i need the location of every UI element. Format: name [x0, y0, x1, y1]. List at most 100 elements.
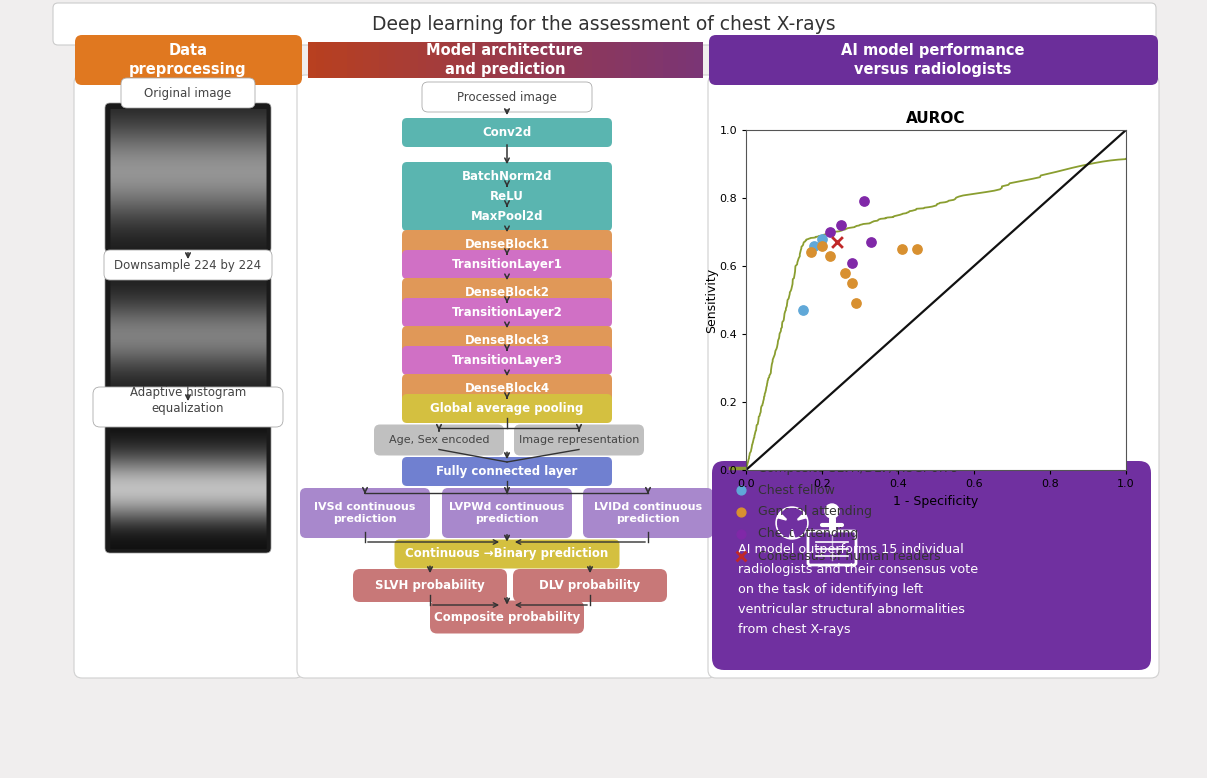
Polygon shape: [798, 526, 805, 531]
Bar: [591, 42, 601, 78]
Bar: [395, 42, 403, 78]
Text: General attending: General attending: [758, 506, 871, 518]
Bar: [457, 42, 467, 78]
FancyBboxPatch shape: [402, 202, 612, 231]
Point: [731, 484, 751, 496]
FancyBboxPatch shape: [513, 569, 667, 602]
Point: [820, 250, 839, 262]
Point: [801, 246, 821, 258]
Bar: [678, 42, 687, 78]
FancyBboxPatch shape: [402, 457, 612, 486]
Bar: [363, 42, 372, 78]
FancyBboxPatch shape: [709, 75, 1159, 678]
Text: AI model outperforms 15 individual: AI model outperforms 15 individual: [737, 543, 963, 556]
FancyBboxPatch shape: [402, 346, 612, 375]
Polygon shape: [798, 522, 806, 524]
Bar: [435, 42, 443, 78]
FancyBboxPatch shape: [514, 425, 645, 455]
Text: Conv2d: Conv2d: [483, 126, 531, 139]
Circle shape: [826, 504, 839, 518]
Text: TransitionLayer2: TransitionLayer2: [451, 306, 562, 319]
Bar: [466, 42, 474, 78]
Polygon shape: [777, 519, 786, 523]
Polygon shape: [797, 527, 804, 533]
Text: Chest attending: Chest attending: [758, 527, 858, 541]
Text: Model architecture
and prediction: Model architecture and prediction: [426, 43, 583, 77]
Bar: [450, 42, 459, 78]
Bar: [473, 42, 483, 78]
FancyBboxPatch shape: [105, 103, 272, 253]
Polygon shape: [794, 528, 800, 536]
Bar: [355, 42, 365, 78]
Text: Data
preprocessing: Data preprocessing: [129, 43, 246, 77]
FancyBboxPatch shape: [422, 82, 591, 112]
Text: Deep learning for the assessment of chest X-rays: Deep learning for the assessment of ches…: [372, 15, 835, 33]
Point: [812, 240, 832, 252]
FancyBboxPatch shape: [402, 374, 612, 403]
Bar: [379, 42, 387, 78]
Bar: [371, 42, 380, 78]
Bar: [308, 42, 317, 78]
Point: [731, 527, 751, 540]
Bar: [419, 42, 427, 78]
Point: [731, 506, 751, 518]
FancyBboxPatch shape: [395, 539, 619, 569]
FancyBboxPatch shape: [430, 601, 584, 633]
Point: [805, 240, 824, 252]
Bar: [631, 42, 640, 78]
Polygon shape: [791, 509, 793, 517]
Text: DenseBlock1: DenseBlock1: [465, 238, 549, 251]
Polygon shape: [788, 509, 792, 517]
Point: [842, 277, 862, 289]
Point: [855, 195, 874, 208]
FancyBboxPatch shape: [402, 298, 612, 327]
Bar: [647, 42, 655, 78]
Point: [846, 297, 865, 310]
FancyBboxPatch shape: [402, 230, 612, 259]
Polygon shape: [795, 511, 803, 518]
Bar: [568, 42, 577, 78]
FancyBboxPatch shape: [105, 423, 272, 553]
Bar: [576, 42, 585, 78]
Text: Composite SLVH/DLV, AUC: 0.79: Composite SLVH/DLV, AUC: 0.79: [758, 461, 958, 475]
Text: DenseBlock4: DenseBlock4: [465, 382, 549, 395]
FancyBboxPatch shape: [104, 250, 272, 280]
Polygon shape: [777, 522, 786, 524]
Polygon shape: [798, 519, 806, 523]
Text: IVSd continuous
prediction: IVSd continuous prediction: [314, 502, 415, 524]
FancyBboxPatch shape: [374, 425, 505, 455]
Point: [908, 243, 927, 255]
Bar: [403, 42, 412, 78]
Polygon shape: [786, 529, 791, 537]
Text: radiologists and their consensus vote: radiologists and their consensus vote: [737, 563, 978, 576]
FancyBboxPatch shape: [709, 35, 1158, 85]
Text: ventricular structural abnormalities: ventricular structural abnormalities: [737, 603, 966, 616]
X-axis label: 1 - Specificity: 1 - Specificity: [893, 495, 979, 507]
Bar: [623, 42, 632, 78]
FancyBboxPatch shape: [301, 488, 430, 538]
Text: Global average pooling: Global average pooling: [431, 402, 584, 415]
Bar: [600, 42, 608, 78]
Bar: [482, 42, 490, 78]
Polygon shape: [794, 509, 798, 517]
Text: ReLU: ReLU: [490, 190, 524, 203]
Bar: [560, 42, 568, 78]
Bar: [513, 42, 521, 78]
FancyBboxPatch shape: [402, 326, 612, 355]
FancyBboxPatch shape: [583, 488, 713, 538]
Text: Consensus of human readers: Consensus of human readers: [758, 549, 940, 562]
Polygon shape: [779, 524, 786, 529]
Bar: [529, 42, 537, 78]
Text: Adaptive histogram
equalization: Adaptive histogram equalization: [130, 386, 246, 415]
Polygon shape: [798, 524, 806, 527]
Polygon shape: [782, 527, 788, 534]
Bar: [410, 42, 419, 78]
FancyBboxPatch shape: [93, 387, 282, 427]
Point: [820, 226, 839, 238]
Bar: [616, 42, 624, 78]
Text: DenseBlock3: DenseBlock3: [465, 334, 549, 347]
Bar: [332, 42, 340, 78]
FancyBboxPatch shape: [74, 75, 303, 678]
Text: LVPWd continuous
prediction: LVPWd continuous prediction: [449, 502, 565, 524]
Polygon shape: [780, 527, 787, 533]
